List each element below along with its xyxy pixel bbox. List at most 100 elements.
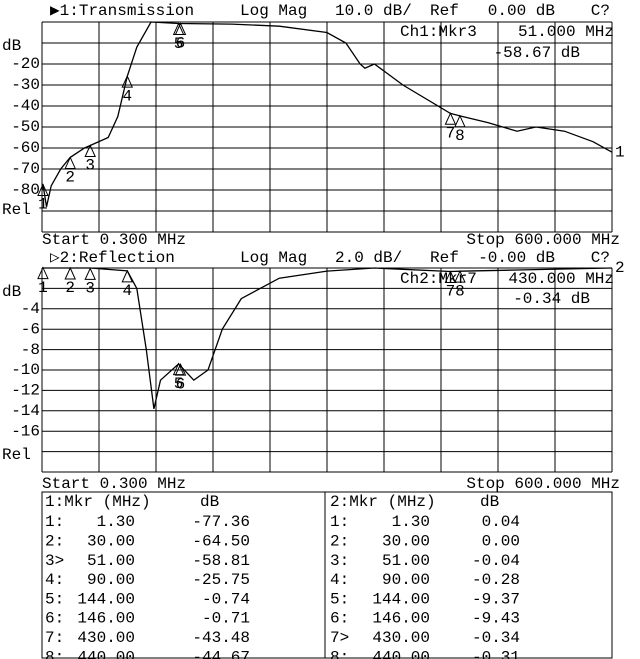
marker-label: 2 <box>65 279 75 297</box>
marker-id: 1: <box>45 513 64 531</box>
marker-value: -9.37 <box>472 590 520 608</box>
y-tick-label: -30 <box>11 76 40 94</box>
marker-id: 6: <box>45 610 64 628</box>
marker-id: 2: <box>330 533 349 551</box>
marker <box>84 267 96 280</box>
y-unit: dB <box>2 283 21 301</box>
marker-freq: 146.00 <box>372 610 430 628</box>
ref-value: -0.00 dB <box>478 249 555 267</box>
marker-readout: Ch1:Mkr3 <box>400 23 477 41</box>
y-tick-label: -14 <box>11 402 40 420</box>
table-header: 1:Mkr (MHz) <box>45 493 151 511</box>
y-tick-label: -60 <box>11 139 40 157</box>
y-tick-label: -6 <box>21 320 40 338</box>
marker-id: 8: <box>45 648 64 659</box>
marker-label: 3 <box>85 280 95 298</box>
y-tick-label: -16 <box>11 422 40 440</box>
marker-id: 4: <box>330 571 349 589</box>
ref-value: 0.00 dB <box>488 2 555 20</box>
marker-id: 2: <box>45 533 64 551</box>
trace <box>41 21 613 207</box>
marker-label: 1 <box>38 196 48 214</box>
marker-label: 3 <box>85 157 95 175</box>
marker <box>37 266 49 280</box>
marker-readout: 51.000 MHz <box>518 23 614 41</box>
marker-value: -0.74 <box>202 590 250 608</box>
marker-id: 5: <box>330 590 349 608</box>
table-header: 2:Mkr (MHz) <box>330 493 436 511</box>
marker <box>121 269 134 283</box>
marker <box>454 269 466 283</box>
status: C? <box>591 249 610 267</box>
marker-value: -43.48 <box>192 629 250 647</box>
marker-readout: 430.000 MHz <box>508 270 614 288</box>
marker-value: -9.43 <box>472 610 520 628</box>
marker-id: 7> <box>330 629 349 647</box>
y-tick-label: -20 <box>11 55 40 73</box>
marker <box>444 112 457 125</box>
scale: 2.0 dB/ <box>335 249 402 267</box>
marker <box>121 74 134 88</box>
marker-value: -0.28 <box>472 571 520 589</box>
y-tick-label: -80 <box>11 181 40 199</box>
marker <box>64 266 77 280</box>
table-header: dB <box>480 493 499 511</box>
marker-label: 7 <box>446 283 456 301</box>
marker-value: -77.36 <box>192 513 250 531</box>
marker-value: 0.04 <box>482 513 520 531</box>
marker-label: 5 <box>174 375 184 393</box>
y-unit: dB <box>2 37 21 55</box>
y-tick-label: -4 <box>21 300 40 318</box>
format: Log Mag <box>240 2 307 20</box>
y-tick-label: -70 <box>11 160 40 178</box>
marker-value: -25.75 <box>192 571 250 589</box>
stop-label: Stop 600.000 MHz <box>466 475 620 493</box>
marker-id: 5: <box>45 590 64 608</box>
marker-label: 1 <box>38 279 48 297</box>
start-label: Start 0.300 MHz <box>42 231 186 249</box>
rel-label: Rel <box>2 201 31 219</box>
marker-freq: 90.00 <box>87 571 135 589</box>
rel-label: Rel <box>2 446 31 464</box>
marker-value: -64.50 <box>192 533 250 551</box>
marker-freq: 90.00 <box>382 571 430 589</box>
marker-label: 8 <box>455 127 465 145</box>
marker <box>174 22 187 35</box>
marker <box>172 22 185 36</box>
ref-label: Ref <box>430 2 459 20</box>
marker-freq: 440.00 <box>77 648 135 659</box>
marker-value: -44.67 <box>192 648 250 659</box>
start-label: Start 0.300 MHz <box>42 475 186 493</box>
marker-value: 0.00 <box>482 533 520 551</box>
chart-title: ▷2:Reflection <box>50 249 175 267</box>
marker-freq: 51.00 <box>382 552 430 570</box>
marker-freq: 51.00 <box>87 552 135 570</box>
marker-freq: 430.00 <box>77 629 135 647</box>
marker-freq: 30.00 <box>87 533 135 551</box>
marker-id: 1: <box>330 513 349 531</box>
marker-label: 5 <box>174 35 184 53</box>
marker-freq: 144.00 <box>77 590 135 608</box>
marker <box>444 270 457 283</box>
y-tick-label: -8 <box>21 341 40 359</box>
marker-readout: -0.34 dB <box>513 290 590 308</box>
marker <box>174 362 187 376</box>
marker-id: 3> <box>45 552 64 570</box>
marker-value: -0.04 <box>472 552 520 570</box>
marker-freq: 146.00 <box>77 610 135 628</box>
marker-label: 8 <box>455 282 465 300</box>
marker-label: 4 <box>122 87 132 105</box>
table-header: dB <box>200 493 219 511</box>
marker-label: 7 <box>446 125 456 143</box>
marker <box>454 114 466 128</box>
marker-freq: 30.00 <box>382 533 430 551</box>
marker-id: 7: <box>45 629 64 647</box>
marker-id: 3: <box>330 552 349 570</box>
trace-label: 2 <box>615 259 625 277</box>
y-tick-label: -10 <box>11 361 40 379</box>
marker-id: 4: <box>45 571 64 589</box>
marker-readout: Ch2:Mkr7 <box>400 270 477 288</box>
marker-freq: 430.00 <box>372 629 430 647</box>
status: C? <box>591 2 610 20</box>
